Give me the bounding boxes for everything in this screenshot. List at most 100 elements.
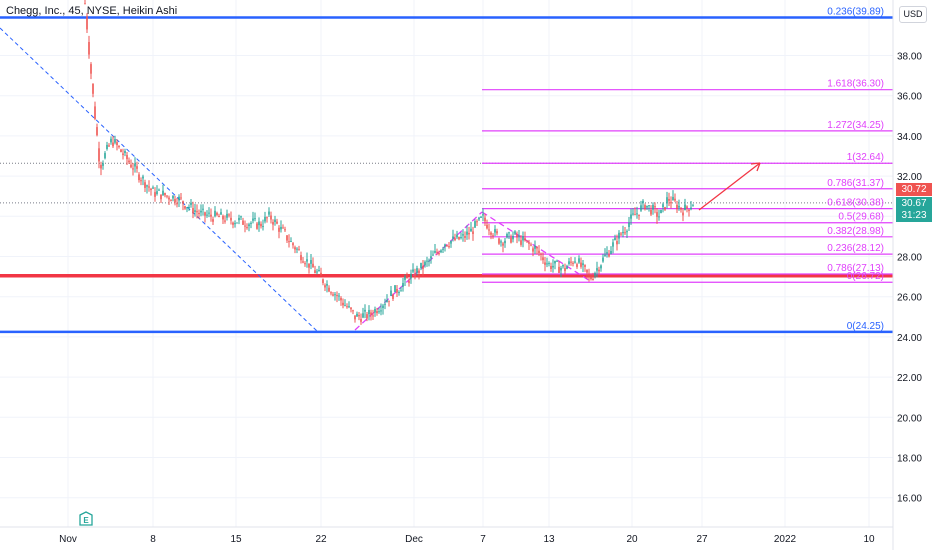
candle-body	[676, 204, 678, 210]
time-tick-label: 27	[696, 534, 708, 545]
candle-body	[620, 233, 622, 235]
candle-body	[448, 246, 450, 248]
candle-body	[638, 214, 640, 216]
candle-body	[652, 204, 654, 210]
candle-body	[312, 263, 314, 268]
candle-body	[554, 260, 556, 264]
candle-body	[120, 149, 122, 152]
projection-arrow	[698, 162, 761, 211]
candle-body	[164, 192, 166, 196]
candle-body	[200, 210, 202, 213]
candle-body	[642, 200, 644, 204]
candle-body	[672, 196, 674, 201]
fib-level-label: 0.236(28.12)	[827, 243, 884, 254]
price-tick-label: 32.00	[897, 172, 922, 183]
candle-body	[374, 308, 376, 313]
candle-body	[472, 231, 474, 235]
candle-body	[380, 310, 382, 312]
candle-body	[192, 208, 194, 214]
candle-body	[128, 160, 130, 163]
candle-body	[96, 127, 98, 136]
candle-body	[358, 315, 360, 317]
level-label: 0.236(39.89)	[827, 7, 884, 18]
candle-body	[360, 319, 362, 322]
candle-body	[600, 265, 602, 269]
horizontal-levels	[0, 16, 893, 334]
candle-body	[618, 232, 620, 239]
candle-body	[270, 215, 272, 220]
earnings-badge-icon[interactable]: E	[79, 511, 93, 526]
candle-body	[594, 273, 596, 277]
candle-body	[388, 300, 390, 302]
candle-body	[498, 238, 500, 244]
candle-body	[392, 294, 394, 299]
candle-body	[552, 265, 554, 268]
candle-body	[104, 153, 106, 159]
candle-body	[356, 313, 358, 317]
time-axis[interactable]: Nov 8 15 22 Dec 7 13 20 27 2022 10	[59, 534, 875, 545]
candle-body	[608, 254, 610, 257]
time-tick-label: 15	[230, 534, 242, 545]
candle-body	[300, 255, 302, 261]
candle-body	[530, 244, 532, 246]
candle-body	[626, 231, 628, 233]
candle-body	[168, 197, 170, 200]
candle-body	[536, 247, 538, 249]
candle-body	[338, 295, 340, 297]
fib-level-label: 0.786(27.13)	[827, 263, 884, 274]
candle-body	[650, 209, 652, 215]
price-tick-label: 16.00	[897, 494, 922, 505]
candle-body	[396, 288, 398, 293]
candle-body	[144, 182, 146, 188]
candle-body	[460, 236, 462, 239]
candle-body	[316, 271, 318, 273]
candle-body	[376, 311, 378, 314]
candle-body	[548, 263, 550, 265]
candle-body	[518, 235, 520, 237]
candle-body	[236, 222, 238, 224]
candle-body	[210, 214, 212, 217]
projection-arrow-head	[750, 162, 761, 172]
candle-body	[228, 214, 230, 216]
candle-body	[202, 208, 204, 210]
candle-body	[238, 217, 240, 221]
candle-body	[292, 243, 294, 246]
candle-body	[298, 249, 300, 251]
candle-body	[496, 231, 498, 234]
fib-swing-line-up	[354, 211, 483, 331]
time-tick-label: 10	[863, 534, 875, 545]
candle-body	[340, 297, 342, 301]
price-tick-label: 28.00	[897, 253, 922, 264]
candle-body	[562, 264, 564, 267]
candle-body	[482, 214, 484, 216]
candle-body	[264, 216, 266, 222]
candle-body	[118, 146, 120, 148]
candle-body	[274, 219, 276, 223]
candle-body	[528, 242, 530, 244]
candle-body	[480, 216, 482, 218]
candle-body	[206, 214, 208, 216]
candle-body	[244, 225, 246, 227]
price-axis[interactable]: 38.0036.0034.0032.0030.0028.0026.0024.00…	[897, 52, 922, 505]
candle-body	[494, 229, 496, 233]
candle-body	[184, 206, 186, 209]
candle-body	[398, 292, 400, 294]
candle-body	[484, 217, 486, 222]
candle-body	[170, 200, 172, 202]
candle-body	[630, 214, 632, 219]
candle-body	[324, 285, 326, 288]
candle-body	[98, 148, 100, 162]
level-label: 0(24.25)	[847, 321, 884, 332]
candle-body	[508, 232, 510, 234]
currency-button[interactable]: USD	[899, 6, 927, 23]
candle-body	[670, 202, 672, 204]
candle-body	[644, 205, 646, 210]
candle-body	[130, 164, 132, 168]
candle-body	[544, 262, 546, 265]
candle-body	[362, 313, 364, 318]
candle-body	[576, 264, 578, 267]
candle-body	[634, 214, 636, 216]
candle-body	[558, 266, 560, 273]
candle-body	[386, 300, 388, 302]
